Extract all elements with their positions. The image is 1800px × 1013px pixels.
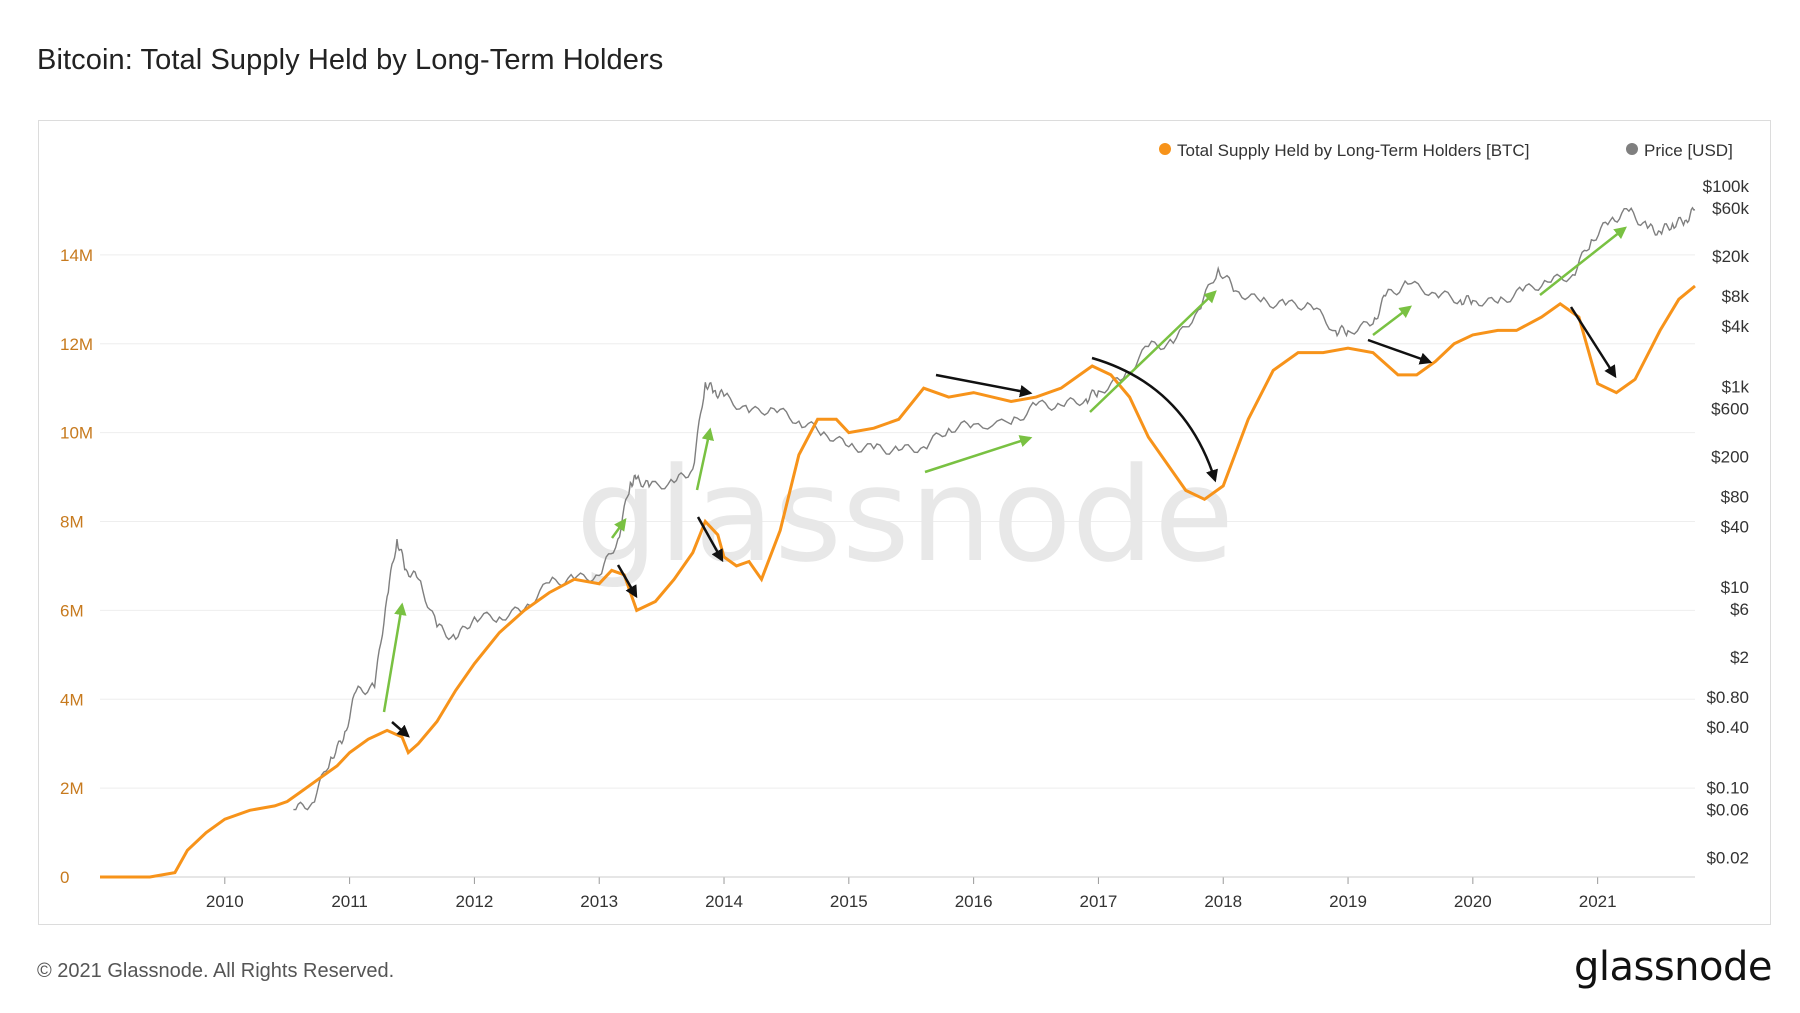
right-tick-label: $20k	[1712, 247, 1749, 266]
right-tick-label: $0.02	[1706, 848, 1749, 867]
accumulation-arrow	[382, 602, 407, 713]
legend-price-dot	[1626, 143, 1638, 155]
price-line	[293, 206, 1696, 811]
x-tick-label: 2014	[705, 892, 743, 911]
right-tick-label: $2	[1730, 648, 1749, 667]
left-tick-label: 10M	[60, 424, 93, 443]
right-tick-label: $0.80	[1706, 688, 1749, 707]
distribution-arrow	[1091, 356, 1218, 483]
right-tick-label: $100k	[1703, 177, 1750, 196]
legend-price-label[interactable]: Price [USD]	[1644, 141, 1733, 160]
grid	[100, 254, 1695, 789]
accumulation-arrow	[1539, 226, 1627, 296]
right-tick-label: $600	[1711, 400, 1749, 419]
right-tick-label: $0.06	[1706, 801, 1749, 820]
left-tick-label: 4M	[60, 690, 84, 709]
legend: Total Supply Held by Long-Term Holders […	[1159, 141, 1733, 160]
lth-supply-line	[100, 284, 1696, 879]
x-tick-label: 2020	[1454, 892, 1492, 911]
left-tick-label: 12M	[60, 335, 93, 354]
x-tick-label: 2010	[206, 892, 244, 911]
left-tick-label: 8M	[60, 513, 84, 532]
distribution-arrow	[696, 516, 724, 563]
right-tick-label: $80	[1721, 487, 1749, 506]
x-tick-label: 2018	[1204, 892, 1242, 911]
x-tick-label: 2011	[331, 892, 368, 911]
x-tick-label: 2012	[455, 892, 493, 911]
left-axis: 0 2M 4M 6M 8M 10M 12M 14M	[60, 246, 93, 887]
legend-lth-label[interactable]: Total Supply Held by Long-Term Holders […	[1177, 141, 1529, 160]
distribution-arrow	[391, 721, 410, 738]
copyright-notice: © 2021 Glassnode. All Rights Reserved.	[37, 960, 395, 982]
accumulation-arrow	[924, 435, 1033, 474]
right-tick-label: $0.10	[1706, 778, 1749, 797]
x-tick-label: 2013	[580, 892, 618, 911]
left-tick-label: 0	[60, 868, 69, 887]
right-tick-label: $60k	[1712, 199, 1749, 218]
distribution-arrow	[1367, 338, 1433, 365]
accumulation-arrow	[1089, 290, 1217, 413]
right-tick-label: $1k	[1722, 377, 1750, 396]
left-tick-label: 6M	[60, 601, 84, 620]
right-axis: $100k $60k $20k $8k $4k $1k $600 $200 $80 $40 $10 $…	[1703, 177, 1750, 868]
brand-logo: glassnode	[1573, 944, 1773, 990]
distribution-arrow	[1569, 306, 1617, 379]
watermark: glassnode	[576, 439, 1234, 591]
legend-lth-dot	[1159, 143, 1171, 155]
x-tick-label: 2015	[830, 892, 868, 911]
right-tick-label: $200	[1711, 447, 1749, 466]
distribution-arrow	[616, 564, 638, 599]
accumulation-arrow	[1372, 305, 1412, 336]
right-tick-label: $4k	[1722, 317, 1750, 336]
distribution-arrow	[935, 373, 1033, 398]
left-tick-label: 14M	[60, 246, 93, 265]
annotation-arrows	[382, 226, 1627, 738]
x-tick-label: 2017	[1080, 892, 1118, 911]
left-tick-label: 2M	[60, 779, 84, 798]
x-tick-label: 2016	[955, 892, 993, 911]
chart-title: Bitcoin: Total Supply Held by Long-Term …	[37, 44, 664, 76]
accumulation-arrow	[695, 427, 714, 491]
accumulation-arrow	[610, 517, 627, 539]
right-tick-label: $10	[1721, 578, 1749, 597]
x-tick-label: 2021	[1579, 892, 1617, 911]
chart-panel	[38, 120, 1771, 925]
right-tick-label: $8k	[1722, 287, 1750, 306]
x-axis: 2010 2011 2012 2013 2014 2015 2016 2017 2018 2019…	[100, 876, 1695, 911]
right-tick-label: $6	[1730, 600, 1749, 619]
x-tick-label: 2019	[1329, 892, 1367, 911]
right-tick-label: $40	[1721, 518, 1749, 537]
right-tick-label: $0.40	[1706, 718, 1749, 737]
